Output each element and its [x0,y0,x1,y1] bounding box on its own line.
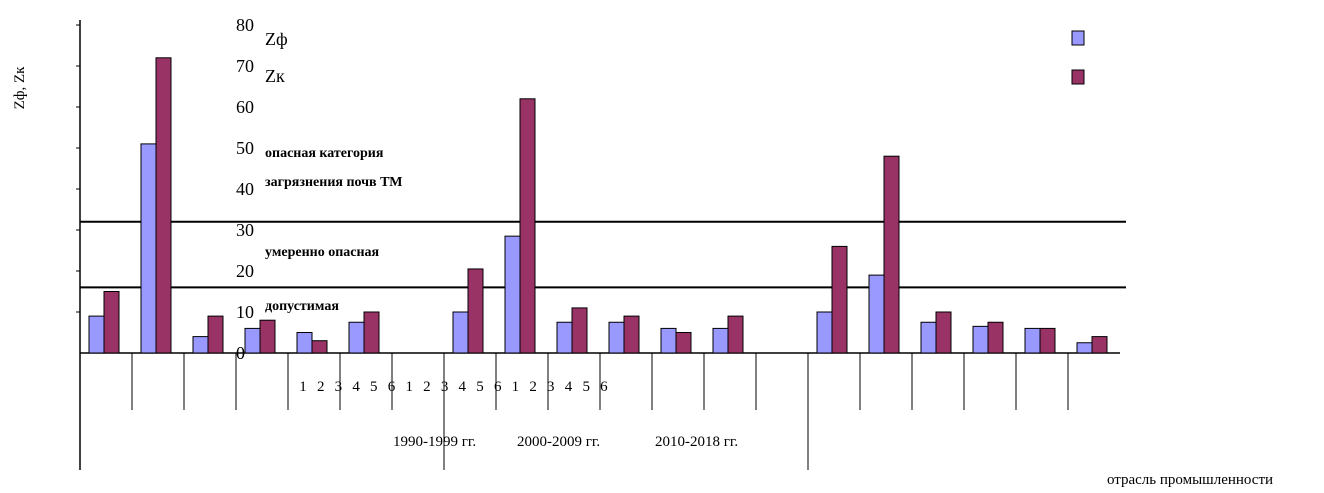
bar-zf [660,327,677,354]
y-tick-label: 50 [236,138,254,158]
y-tick-label: 0 [236,343,245,363]
bar-zk [1091,336,1108,354]
category-label: 1 [299,379,307,395]
bar-zf [608,321,625,354]
category-label: 2 [317,379,325,395]
annotation-permissible: допустимая [265,299,339,314]
category-label: 2 [529,379,537,395]
period-label-2: 2000-2009 гг. [517,434,600,450]
category-label: 5 [370,379,378,395]
y-tick-label: 10 [236,302,254,322]
bar-zk [519,98,536,354]
bar-zk [675,332,692,354]
legend-series-1-label: Zф [265,29,288,49]
bar-zk [103,291,120,354]
period-label-1: 1990-1999 гг. [393,434,476,450]
bar-zf [296,332,313,354]
y-tick-label: 70 [236,56,254,76]
x-axis-title: отрасль промышленности [1107,472,1273,488]
category-label: 6 [494,379,502,395]
bar-zk [727,315,744,354]
y-tick-label: 30 [236,220,254,240]
annotation-dangerous-1: опасная категория [265,146,384,161]
bar-zk [1039,327,1056,354]
legend-swatch-series-2 [1071,69,1085,85]
y-tick-label: 60 [236,97,254,117]
period-label-3: 2010-2018 гг. [655,434,738,450]
category-label: 5 [582,379,590,395]
bar-zk [935,311,952,354]
bar-zf [816,311,833,354]
category-label: 5 [476,379,484,395]
bar-zk [571,307,588,354]
bar-zk [207,315,224,354]
bar-zf [452,311,469,354]
category-label: 1 [405,379,413,395]
category-label: 6 [388,379,396,395]
bar-zk [831,245,848,354]
bar-zf [972,325,989,354]
category-label: 4 [565,379,573,395]
bar-zf [556,321,573,354]
category-label: 3 [335,379,343,395]
bar-zk [259,319,276,354]
bar-zf [244,327,261,354]
y-axis-title: Zф, Zк [12,66,28,110]
y-ticks: 80 70 60 50 40 30 20 10 0 [76,15,254,363]
y-tick-label: 20 [236,261,254,281]
bar-zf [88,315,105,354]
category-label: 3 [547,379,555,395]
legend-series-2-label: Zк [265,66,285,86]
threshold-lines [80,220,1126,289]
bar-zf [868,274,885,354]
category-label: 1 [512,379,520,395]
bar-zf [1076,342,1093,354]
annotation-moderate: умеренно опасная [265,245,380,260]
bar-zf [140,143,157,354]
category-label: 3 [441,379,449,395]
bar-zk [155,57,172,354]
y-tick-label: 40 [236,179,254,199]
category-label: 2 [423,379,431,395]
bar-zk [987,321,1004,354]
category-label: 4 [459,379,467,395]
bar-zk [883,155,900,354]
category-separators [131,353,1069,470]
annotation-dangerous-2: загрязнения почв ТМ [265,175,402,190]
category-label: 6 [600,379,608,395]
bar-zf [712,327,729,354]
y-tick-label: 80 [236,15,254,35]
legend-swatch-series-1 [1071,30,1085,46]
bar-zf [1024,327,1041,354]
bar-zk [623,315,640,354]
category-label: 4 [352,379,360,395]
bar-zf [920,321,937,354]
bar-zf [504,235,521,354]
bar-zf [192,336,209,354]
bar-zk [363,311,380,354]
bar-zk [311,340,328,354]
bars [88,57,1108,354]
bar-zk [467,268,484,354]
bar-zf [348,321,365,354]
